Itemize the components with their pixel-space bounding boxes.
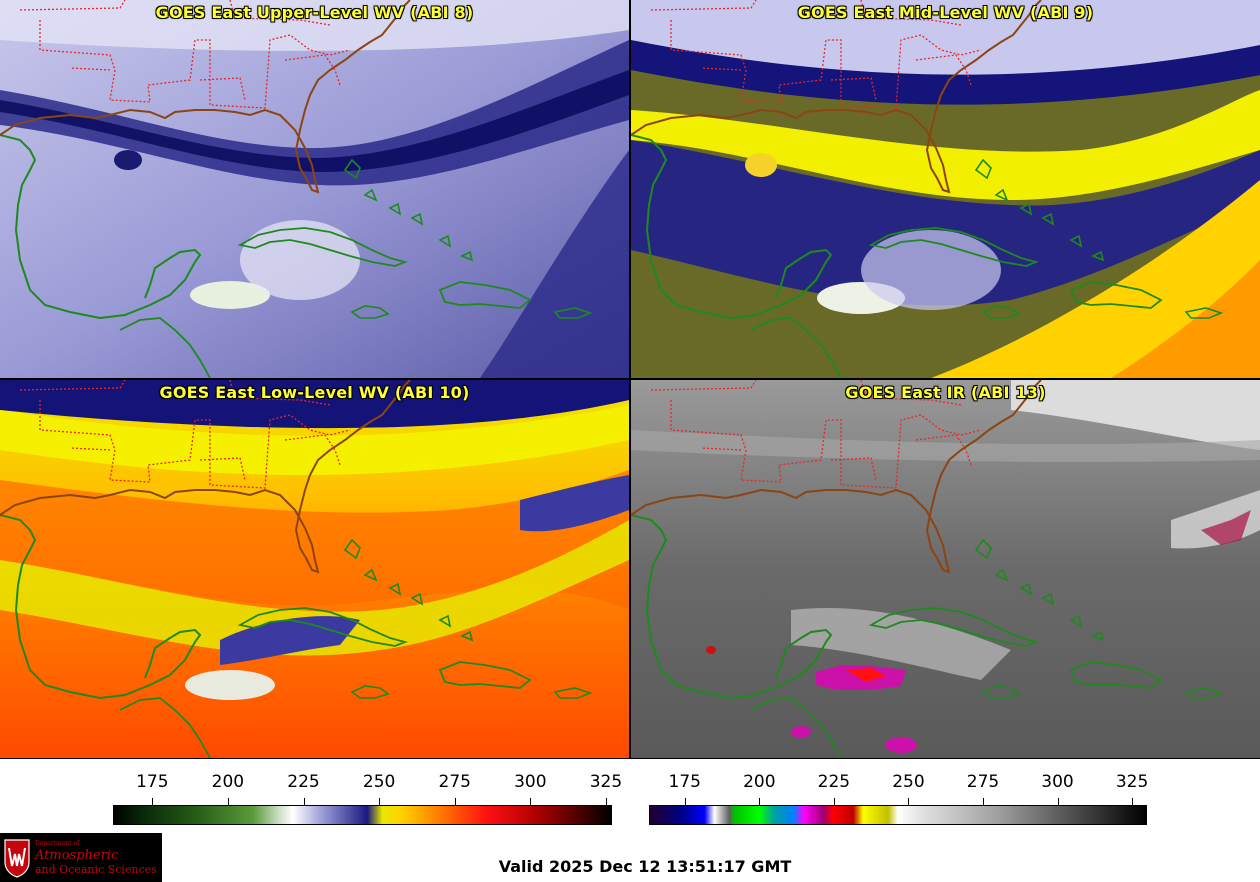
ir-tick-mark (908, 798, 910, 806)
ir-tick-label: 200 (743, 772, 776, 792)
wv-colorbar (113, 805, 612, 825)
ir-tick-label: 325 (1115, 772, 1149, 792)
panel-low-level-wv: GOES East Low-Level WV (ABI 10) (0, 380, 629, 758)
vertical-divider (629, 0, 631, 759)
ir-tick-label: 300 (1041, 772, 1074, 792)
bottom-border (0, 758, 1260, 759)
wv-tick-mark (152, 798, 154, 806)
ir-tick-mark (982, 798, 984, 806)
panel-ir: GOES East IR (ABI 13) (631, 380, 1260, 758)
ir-tick-label: 175 (668, 772, 701, 792)
wv-tick-mark (454, 798, 456, 806)
wv-colorbar-ticks: 175 200 225 250 275 300 325 (113, 772, 622, 806)
wv-tick-label: 175 (136, 772, 169, 792)
upper-level-wv-image (0, 0, 629, 378)
wv-tick-mark (379, 798, 381, 806)
panel-title: GOES East Upper-Level WV (ABI 8) (155, 3, 474, 22)
logo-line-1: Atmospheric (35, 848, 119, 863)
logo-line-2: and Oceanic Sciences (35, 863, 157, 876)
ir-tick-mark (1132, 798, 1134, 806)
panel-title: GOES East Mid-Level WV (ABI 9) (797, 3, 1094, 22)
panel-title: GOES East Low-Level WV (ABI 10) (159, 383, 470, 402)
low-level-wv-image (0, 380, 629, 758)
wv-tick-mark (605, 798, 607, 806)
wv-tick-label: 300 (514, 772, 547, 792)
ir-tick-label: 275 (966, 772, 1000, 792)
wv-tick-mark (303, 798, 305, 806)
wv-tick-label: 275 (438, 772, 471, 792)
ir-image (631, 380, 1260, 758)
ir-colorbar (649, 805, 1147, 825)
wv-tick-mark (530, 798, 532, 806)
wv-tick-label: 250 (362, 772, 396, 792)
logo-dept-line: Department of (35, 840, 80, 847)
panel-mid-level-wv: GOES East Mid-Level WV (ABI 9) (631, 0, 1260, 378)
mid-level-wv-image (631, 0, 1260, 378)
valid-time: Valid 2025 Dec 12 13:51:17 GMT (498, 857, 792, 876)
ir-tick-label: 250 (892, 772, 925, 792)
wv-tick-mark (227, 798, 229, 806)
ir-tick-mark (1057, 798, 1059, 806)
ir-tick-label: 225 (817, 772, 851, 792)
ir-tick-mark (684, 798, 686, 806)
ir-tick-mark (833, 798, 835, 806)
aos-logo: Department of Atmospheric and Oceanic Sc… (0, 833, 162, 882)
wv-tick-label: 325 (589, 772, 623, 792)
wv-tick-label: 225 (287, 772, 320, 792)
uw-crest-icon (4, 839, 30, 878)
ir-tick-mark (759, 798, 761, 806)
panel-upper-level-wv: GOES East Upper-Level WV (ABI 8) (0, 0, 629, 378)
panel-title: GOES East IR (ABI 13) (845, 383, 1046, 402)
ir-colorbar-ticks: 175 200 225 250 275 300 325 (649, 772, 1148, 806)
wv-tick-label: 200 (211, 772, 245, 792)
